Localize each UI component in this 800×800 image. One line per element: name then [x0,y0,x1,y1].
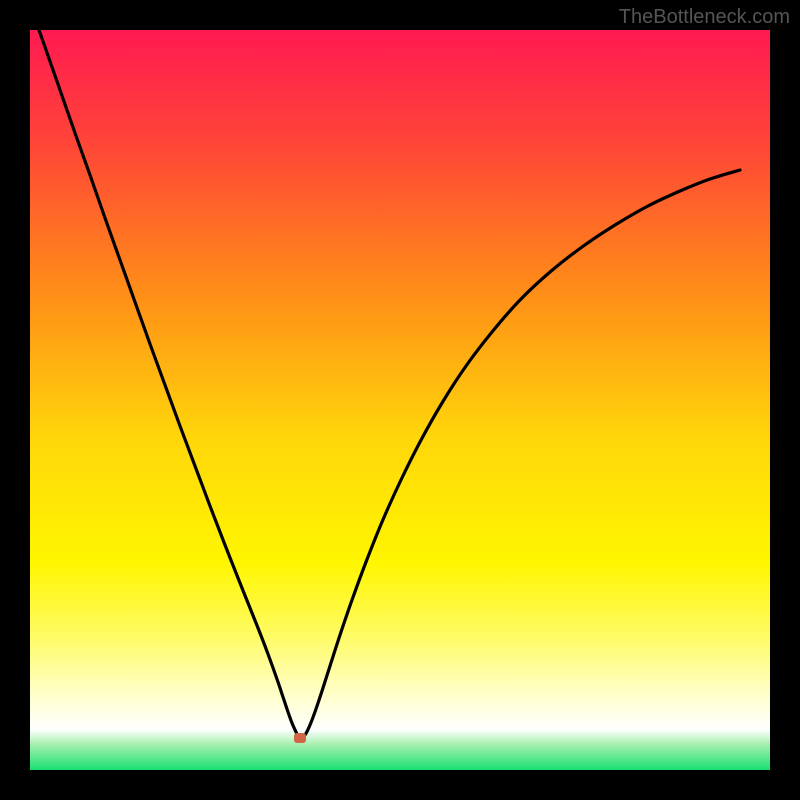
chart-frame [0,0,800,800]
minimum-marker [294,733,306,743]
watermark-text: TheBottleneck.com [619,6,790,29]
bottleneck-curve-layer [0,0,800,800]
bottleneck-curve [30,5,740,740]
